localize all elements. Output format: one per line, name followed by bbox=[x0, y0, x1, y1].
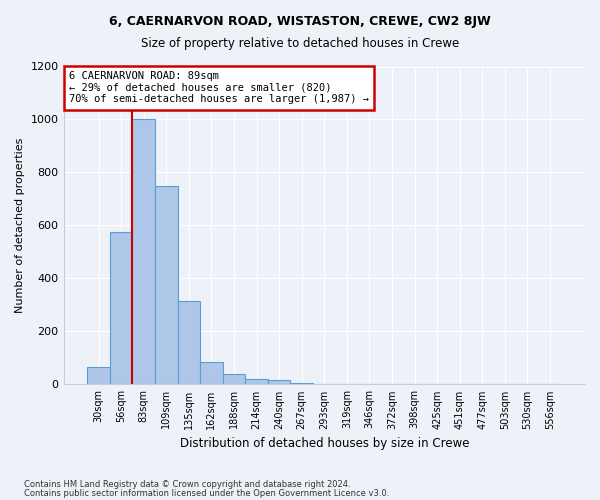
Bar bbox=[178, 301, 200, 384]
Bar bbox=[155, 186, 178, 384]
X-axis label: Distribution of detached houses by size in Crewe: Distribution of detached houses by size … bbox=[179, 437, 469, 450]
Text: Contains public sector information licensed under the Open Government Licence v3: Contains public sector information licen… bbox=[24, 489, 389, 498]
Bar bbox=[110, 232, 133, 384]
Y-axis label: Number of detached properties: Number of detached properties bbox=[15, 138, 25, 313]
Text: Contains HM Land Registry data © Crown copyright and database right 2024.: Contains HM Land Registry data © Crown c… bbox=[24, 480, 350, 489]
Bar bbox=[290, 383, 313, 384]
Bar bbox=[245, 379, 268, 384]
Bar bbox=[268, 380, 290, 384]
Bar bbox=[200, 362, 223, 384]
Bar bbox=[133, 120, 155, 384]
Text: 6 CAERNARVON ROAD: 89sqm
← 29% of detached houses are smaller (820)
70% of semi-: 6 CAERNARVON ROAD: 89sqm ← 29% of detach… bbox=[69, 72, 369, 104]
Bar bbox=[87, 367, 110, 384]
Bar bbox=[223, 374, 245, 384]
Text: 6, CAERNARVON ROAD, WISTASTON, CREWE, CW2 8JW: 6, CAERNARVON ROAD, WISTASTON, CREWE, CW… bbox=[109, 15, 491, 28]
Text: Size of property relative to detached houses in Crewe: Size of property relative to detached ho… bbox=[141, 38, 459, 51]
